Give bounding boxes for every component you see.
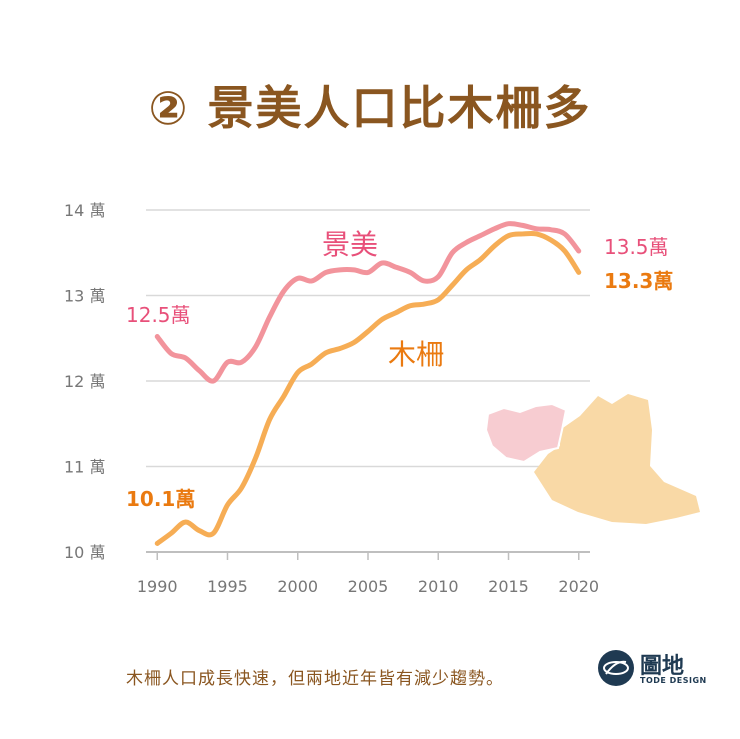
chart-caption: 木柵人口成長快速，但兩地近年皆有減少趨勢。 (126, 669, 504, 689)
y-tick-label: 12 萬 (64, 372, 105, 391)
x-tick-label: 1995 (207, 577, 248, 596)
population-line-chart: 10 萬 11 萬 12 萬 13 萬 14 萬 1990 1995 2000 2005 2010… (64, 201, 700, 596)
jingmei-district-shape (484, 402, 568, 464)
x-tick-label: 2015 (488, 577, 529, 596)
y-tick-label: 13 萬 (64, 287, 105, 306)
jingmei-end-label: 13.5萬 (604, 235, 669, 259)
x-tick-label: 1990 (137, 577, 178, 596)
jingmei-start-label: 12.5萬 (126, 303, 191, 327)
brand-logo: 圖地 TODE DESIGN (598, 650, 708, 690)
x-tick-label: 2005 (348, 577, 389, 596)
muzha-end-label: 13.3萬 (604, 269, 673, 293)
x-tick-label: 2020 (558, 577, 599, 596)
y-tick-label: 14 萬 (64, 201, 105, 220)
muzha-start-label: 10.1萬 (126, 487, 195, 511)
page-title: ② 景美人口比木柵多 (148, 81, 592, 135)
y-tick-label: 10 萬 (64, 543, 105, 562)
axes: 10 萬 11 萬 12 萬 13 萬 14 萬 1990 1995 2000 2005 2010… (64, 201, 599, 596)
y-tick-label: 11 萬 (64, 458, 105, 477)
muzha-line (154, 230, 582, 546)
x-tick-label: 2010 (418, 577, 459, 596)
logo-subtitle: TODE DESIGN (640, 676, 707, 685)
x-tick-label: 2000 (277, 577, 318, 596)
muzha-series-label: 木柵 (388, 338, 444, 371)
globe-logo-icon (598, 650, 634, 686)
jingmei-series-label: 景美 (322, 228, 378, 261)
muzha-district-shape (534, 394, 700, 524)
logo-name: 圖地 (640, 654, 685, 679)
district-map (484, 394, 700, 524)
